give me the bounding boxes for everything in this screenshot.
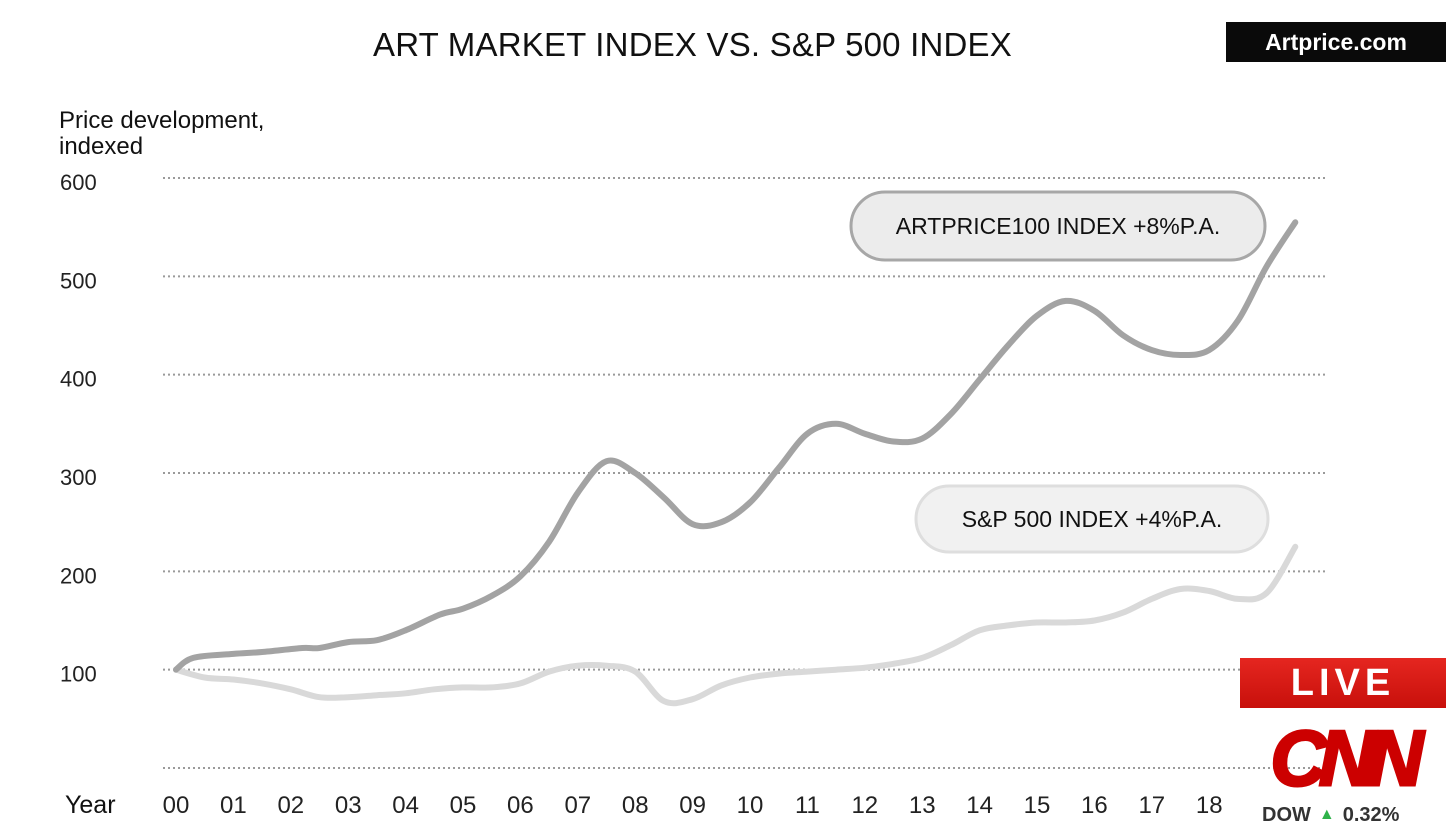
ticker-change: 0.32% [1342,803,1400,826]
dow-ticker: DOW ▲ 0.32% [1262,802,1437,828]
x-tick-label: 15 [1024,792,1051,819]
x-tick-label: 08 [622,792,649,819]
y-tick-label: 300 [60,465,97,490]
y-tick-label: 600 [60,170,97,195]
y-tick-label: 400 [60,367,97,392]
sp500-annotation-text: S&P 500 INDEX +4%P.A. [962,506,1223,532]
artprice-brand-badge: Artprice.com [1226,22,1446,62]
x-tick-label: 03 [335,792,362,819]
x-tick-label: 12 [851,792,878,819]
x-tick-label: 17 [1138,792,1165,819]
x-tick-label: 18 [1196,792,1223,819]
x-tick-label: 16 [1081,792,1108,819]
sp500-annotation-pill [914,484,1270,554]
x-tick-label: 01 [220,792,247,819]
y-tick-label: 100 [60,662,97,687]
x-tick-label: 14 [966,792,993,819]
sp500-index-line [173,543,1299,707]
y-axis-label-line-1: Price development, [59,107,265,134]
up-arrow-icon: ▲ [1318,806,1335,823]
y-axis-label-line-2: indexed [59,133,144,160]
art-index-line [173,219,1299,673]
x-tick-label: 10 [737,792,764,819]
y-axis-label: Price development, indexed [59,108,264,160]
x-tick-label: 09 [679,792,706,819]
ticker-name: DOW [1262,803,1311,826]
x-tick-label: 02 [277,792,304,819]
cnn-logo: CNN [1269,712,1425,803]
x-tick-label: 04 [392,792,419,819]
x-tick-label: 05 [450,792,477,819]
x-tick-label: 06 [507,792,534,819]
x-axis-label: Year [65,791,116,819]
x-tick-label: 07 [564,792,591,819]
art-index-annotation-pill [849,190,1267,262]
chart-title: ART MARKET INDEX VS. S&P 500 INDEX [373,26,1012,63]
x-tick-label: 13 [909,792,936,819]
y-tick-label: 500 [60,268,97,293]
live-badge: LIVE [1240,658,1446,708]
x-tick-label: 11 [795,792,820,819]
x-tick-label: 00 [163,792,190,819]
art-index-annotation-text: ARTPRICE100 INDEX +8%P.A. [896,213,1221,239]
y-tick-label: 200 [60,563,97,588]
